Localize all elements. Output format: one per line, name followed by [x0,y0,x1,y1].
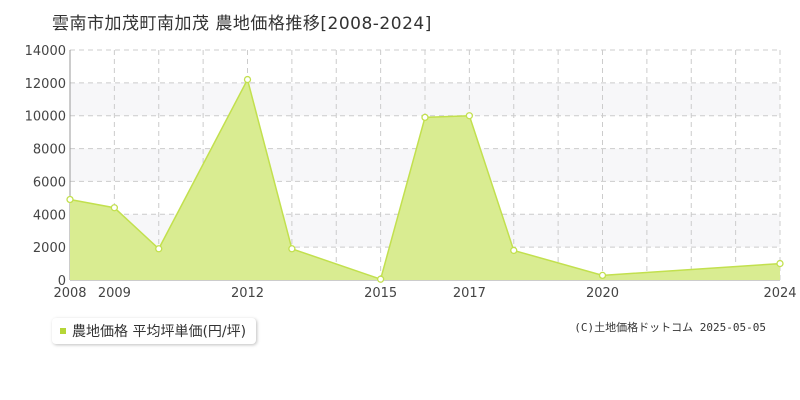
x-tick-label: 2012 [231,286,264,301]
legend-label: 農地価格 平均坪単価(円/坪) [72,324,247,340]
y-tick-label: 6000 [33,175,66,190]
data-point [155,245,163,253]
x-tick-label: 2017 [453,286,486,301]
data-point [598,271,607,280]
data-point [776,259,784,268]
y-tick-label: 8000 [33,143,66,158]
page-title: 雲南市加茂町南加茂 農地価格推移[2008-2024] [52,14,432,34]
data-point [465,112,474,120]
y-tick-label: 10000 [25,110,66,125]
x-tick-label: 2024 [763,286,796,301]
x-tick-label: 2008 [53,286,86,301]
data-point [110,204,119,212]
data-point [243,75,252,84]
copyright-text: (C)土地価格ドットコム 2025-05-05 [574,321,766,334]
y-tick-label: 4000 [33,208,66,223]
x-tick-label: 2015 [364,286,397,301]
y-tick-label: 12000 [25,77,66,92]
x-tick-label: 2020 [586,286,619,301]
data-point [66,195,74,204]
y-tick-label: 14000 [25,44,66,59]
y-tick-label: 0 [58,274,66,289]
legend-swatch [60,328,66,334]
x-tick-label: 2009 [98,286,131,301]
legend: 農地価格 平均坪単価(円/坪) [52,318,257,344]
y-tick-label: 2000 [33,241,66,256]
data-point [288,245,296,253]
data-point [421,113,429,122]
series-area [70,79,780,280]
data-point [376,275,385,283]
data-point [510,246,518,255]
